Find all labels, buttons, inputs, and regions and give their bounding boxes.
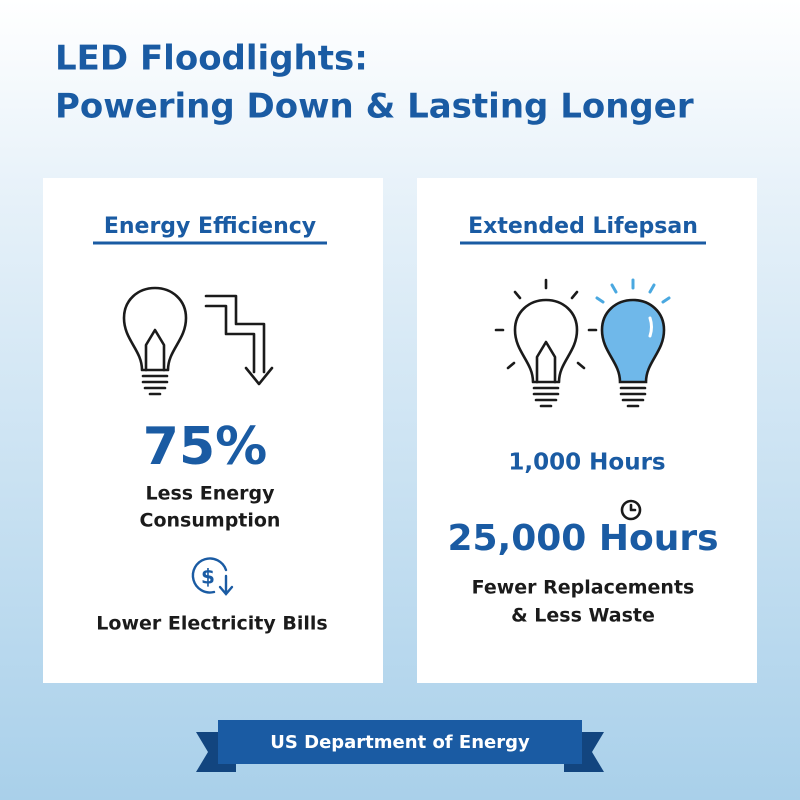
dollar-icon: $ bbox=[191, 557, 234, 596]
card bbox=[417, 178, 757, 683]
stat: 75% bbox=[143, 417, 267, 477]
card-caption: & Less Waste bbox=[511, 605, 655, 627]
clock-icon bbox=[620, 499, 642, 521]
led-bulb-icon bbox=[595, 278, 671, 408]
card-heading: Energy Efficiency bbox=[104, 214, 316, 239]
title-line: LED Floodlights: bbox=[55, 39, 368, 79]
ribbon: US Department of Energy bbox=[196, 720, 604, 772]
bulb-icon bbox=[122, 286, 188, 396]
card-note: Lower Electricity Bills bbox=[96, 613, 327, 635]
new-value: 25,000 Hours bbox=[447, 518, 718, 559]
card-caption: Fewer Replacements bbox=[472, 577, 695, 599]
title-line: Powering Down & Lasting Longer bbox=[55, 87, 694, 127]
down-arrow-icon bbox=[204, 294, 274, 386]
dollar-sign: $ bbox=[201, 565, 215, 589]
stat-caption: Less Energy bbox=[146, 483, 276, 505]
card-heading: Extended Lifepsan bbox=[468, 214, 698, 239]
card bbox=[43, 178, 383, 683]
stat-caption: Consumption bbox=[140, 510, 281, 532]
old-value: 1,000 Hours bbox=[508, 450, 665, 476]
source: US Department of Energy bbox=[270, 732, 530, 753]
old-bulb-icon bbox=[494, 278, 598, 408]
